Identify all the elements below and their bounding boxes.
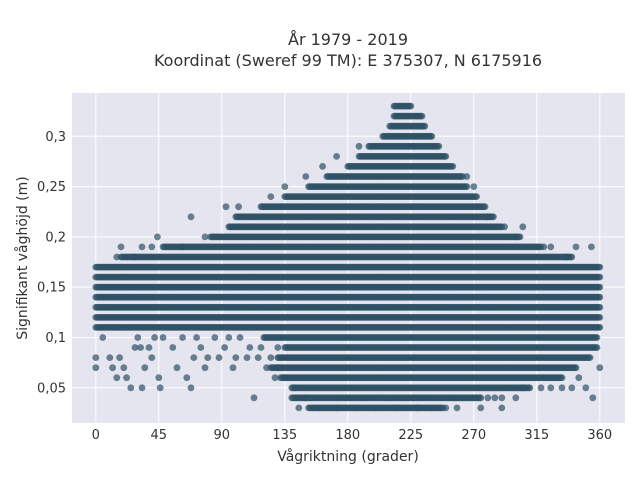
- x-tick-label: 45: [151, 428, 168, 443]
- x-tick-label: 180: [335, 428, 360, 443]
- data-point: [596, 314, 604, 321]
- data-point: [593, 344, 601, 351]
- x-tick-label: 0: [92, 428, 100, 443]
- x-tick-label: 135: [272, 428, 297, 443]
- y-tick-label: 0,05: [37, 381, 66, 396]
- data-point: [596, 283, 604, 291]
- x-tick-label: 225: [398, 428, 423, 443]
- data-point: [596, 303, 604, 311]
- x-tick-label: 360: [587, 428, 612, 443]
- data-point: [596, 324, 604, 331]
- data-point: [596, 273, 604, 281]
- x-tick-labels: 0 45 90 135 180 225 270 315 360: [92, 428, 613, 443]
- y-tick-label: 0,15: [37, 281, 66, 296]
- y-tick-label: 0,1: [45, 331, 66, 346]
- y-tick-label: 0,3: [45, 130, 66, 145]
- data-point: [558, 374, 566, 382]
- data-point: [586, 354, 594, 361]
- data-point: [526, 384, 534, 392]
- y-tick-label: 0,25: [37, 180, 66, 195]
- x-tick-label: 270: [461, 428, 486, 443]
- data-point: [593, 334, 601, 341]
- data-point: [596, 263, 604, 271]
- scatter-points: [92, 102, 604, 412]
- y-tick-labels: 0,05 0,1 0,15 0,2 0,25 0,3: [37, 130, 66, 397]
- chart-title: År 1979 - 2019: [288, 30, 408, 49]
- y-tick-label: 0,2: [45, 230, 66, 245]
- data-point: [477, 394, 485, 402]
- data-point: [596, 293, 604, 301]
- x-tick-label: 315: [524, 428, 549, 443]
- chart-subtitle: Koordinat (Sweref 99 TM): E 375307, N 61…: [154, 51, 542, 70]
- data-point: [572, 364, 580, 372]
- x-tick-label: 90: [214, 428, 231, 443]
